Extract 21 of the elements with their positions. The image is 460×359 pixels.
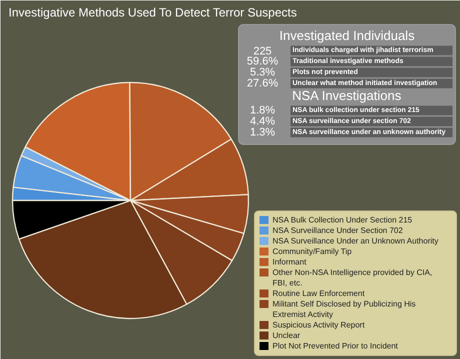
legend-label: Informant (272, 258, 308, 266)
legend-label: NSA Bulk Collection Under Section 215 (272, 216, 413, 224)
legend-label: NSA Surveillance Under an Unknown Authority (272, 236, 438, 246)
legend-label: Plot Not Prevented Prior to Incident (272, 342, 399, 350)
legend-label: NSA Surveillance Under Section 702 (272, 226, 404, 235)
text: 27.6% (246, 78, 278, 90)
chart-title: Investigative Methods Used To Detect Terror Suspects (8, 6, 297, 20)
text: 1.8% (250, 104, 276, 116)
text: NSA Investigations (292, 88, 402, 103)
text: 4.4% (250, 116, 276, 128)
text: 59.6% (246, 56, 278, 68)
legend-label: Routine Law Enforcement (272, 289, 366, 298)
legend-label: Community/Family Tip (272, 247, 352, 256)
legend-label: Unclear (272, 331, 300, 340)
text: 5.3% (250, 66, 276, 78)
legend-label: Suspicious Activity Report (272, 320, 366, 330)
text: Investigated Individuals (279, 28, 416, 43)
legend-label: Other Non-NSA Intelligence provided by CIA, FBI, etc. (272, 268, 432, 288)
text: 1.3% (250, 126, 276, 138)
text: 225 (253, 46, 272, 58)
legend-label: Militant Self Disclosed by Publicizing His Extremist Activity (272, 300, 416, 319)
